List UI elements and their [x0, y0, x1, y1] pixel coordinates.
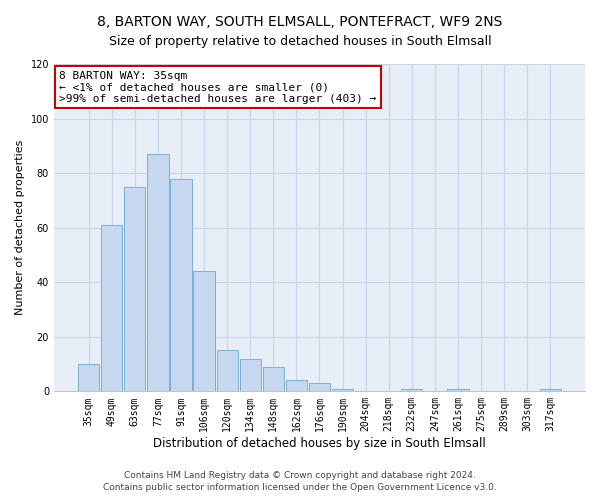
- Bar: [78, 364, 99, 392]
- Y-axis label: Number of detached properties: Number of detached properties: [15, 140, 25, 316]
- Text: 8, BARTON WAY, SOUTH ELMSALL, PONTEFRACT, WF9 2NS: 8, BARTON WAY, SOUTH ELMSALL, PONTEFRACT…: [97, 15, 503, 29]
- Text: Size of property relative to detached houses in South Elmsall: Size of property relative to detached ho…: [109, 35, 491, 48]
- Bar: [448, 388, 469, 392]
- Bar: [101, 225, 122, 392]
- Bar: [263, 367, 284, 392]
- Bar: [147, 154, 169, 392]
- Bar: [332, 388, 353, 392]
- Bar: [217, 350, 238, 392]
- X-axis label: Distribution of detached houses by size in South Elmsall: Distribution of detached houses by size …: [153, 437, 486, 450]
- Bar: [401, 388, 422, 392]
- Bar: [539, 388, 561, 392]
- Bar: [124, 186, 145, 392]
- Bar: [309, 383, 330, 392]
- Bar: [239, 358, 261, 392]
- Text: Contains HM Land Registry data © Crown copyright and database right 2024.
Contai: Contains HM Land Registry data © Crown c…: [103, 471, 497, 492]
- Bar: [193, 272, 215, 392]
- Bar: [170, 178, 191, 392]
- Text: 8 BARTON WAY: 35sqm
← <1% of detached houses are smaller (0)
>99% of semi-detach: 8 BARTON WAY: 35sqm ← <1% of detached ho…: [59, 70, 376, 104]
- Bar: [286, 380, 307, 392]
